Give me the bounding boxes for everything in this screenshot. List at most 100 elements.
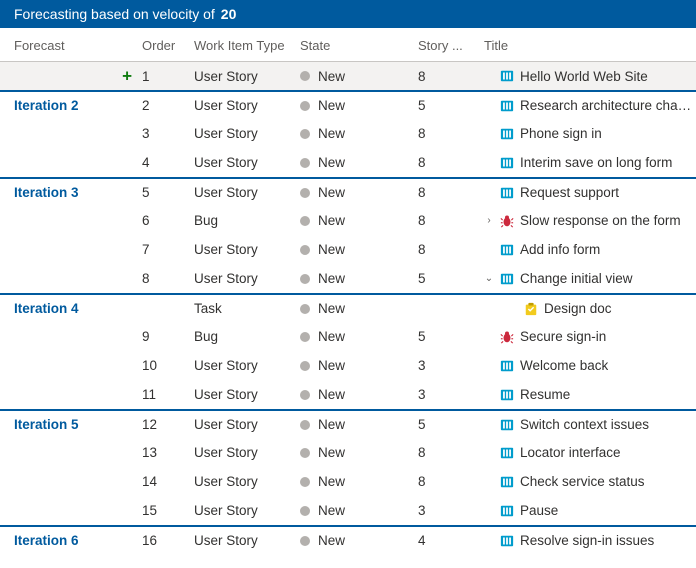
table-row[interactable]: 7User StoryNew8Add info form <box>0 235 696 264</box>
title-cell[interactable]: Request support <box>484 185 694 200</box>
table-row[interactable]: +1User StoryNew8Hello World Web Site <box>0 61 696 90</box>
table-row[interactable]: 9BugNew5Secure sign-in <box>0 322 696 351</box>
story-points-cell: 5 <box>418 329 484 344</box>
title-cell[interactable]: Check service status <box>484 474 694 489</box>
col-header-story[interactable]: Story ... <box>418 38 484 53</box>
type-cell: User Story <box>194 98 300 113</box>
title-cell[interactable]: Research architecture changes <box>484 98 694 113</box>
state-cell: New <box>300 301 418 316</box>
state-text: New <box>318 69 345 84</box>
table-row[interactable]: 6BugNew8›Slow response on the form <box>0 206 696 235</box>
state-text: New <box>318 474 345 489</box>
table-row[interactable]: Iteration 35User StoryNew8Request suppor… <box>0 177 696 206</box>
forecast-label: Iteration 4 <box>14 301 79 316</box>
work-item-title: Secure sign-in <box>520 329 606 344</box>
title-cell[interactable]: Locator interface <box>484 445 694 460</box>
type-cell: User Story <box>194 271 300 286</box>
title-cell[interactable]: Design doc <box>484 301 694 316</box>
title-cell[interactable]: Resolve sign-in issues <box>484 533 694 548</box>
story-icon <box>500 418 514 432</box>
table-row[interactable]: 3User StoryNew8Phone sign in <box>0 119 696 148</box>
work-item-title: Add info form <box>520 242 600 257</box>
state-dot-icon <box>300 274 310 284</box>
work-item-title: Design doc <box>544 301 612 316</box>
velocity-input[interactable] <box>221 6 261 22</box>
table-row[interactable]: 10User StoryNew3Welcome back <box>0 351 696 380</box>
title-cell[interactable]: Interim save on long form <box>484 155 694 170</box>
table-row[interactable]: Iteration 616User StoryNew4Resolve sign-… <box>0 525 696 554</box>
story-icon <box>500 127 514 141</box>
title-cell[interactable]: ›Slow response on the form <box>484 213 694 228</box>
order-cell: 4 <box>142 155 194 170</box>
title-cell[interactable]: Hello World Web Site <box>484 69 694 84</box>
title-cell[interactable]: Secure sign-in <box>484 329 694 344</box>
order-cell: 11 <box>142 387 194 402</box>
story-icon <box>500 99 514 113</box>
type-cell: User Story <box>194 185 300 200</box>
table-row[interactable]: 15User StoryNew3Pause <box>0 496 696 525</box>
bug-icon <box>500 330 514 344</box>
add-item-icon[interactable]: + <box>122 68 132 85</box>
state-dot-icon <box>300 304 310 314</box>
state-dot-icon <box>300 420 310 430</box>
grid-header: Forecast Order Work Item Type State Stor… <box>0 28 696 61</box>
state-cell: New <box>300 387 418 402</box>
story-icon <box>500 243 514 257</box>
table-row[interactable]: 14User StoryNew8Check service status <box>0 467 696 496</box>
work-item-title: Resolve sign-in issues <box>520 533 654 548</box>
state-text: New <box>318 98 345 113</box>
task-icon <box>524 302 538 316</box>
forecast-label: Iteration 6 <box>14 533 79 548</box>
state-dot-icon <box>300 506 310 516</box>
table-row[interactable]: 8User StoryNew5⌄Change initial view <box>0 264 696 293</box>
title-cell[interactable]: Resume <box>484 387 694 402</box>
title-cell[interactable]: Pause <box>484 503 694 518</box>
forecast-label: Iteration 2 <box>14 98 79 113</box>
story-icon <box>500 359 514 373</box>
state-cell: New <box>300 213 418 228</box>
state-dot-icon <box>300 188 310 198</box>
order-cell: 1 <box>142 69 194 84</box>
order-cell: 6 <box>142 213 194 228</box>
order-cell: 16 <box>142 533 194 548</box>
story-icon <box>500 69 514 83</box>
title-cell[interactable]: Add info form <box>484 242 694 257</box>
type-cell: User Story <box>194 69 300 84</box>
title-cell[interactable]: Welcome back <box>484 358 694 373</box>
table-row[interactable]: 13User StoryNew8Locator interface <box>0 438 696 467</box>
table-row[interactable]: Iteration 512User StoryNew5Switch contex… <box>0 409 696 438</box>
col-header-forecast[interactable]: Forecast <box>2 38 142 53</box>
story-points-cell: 8 <box>418 126 484 141</box>
story-icon <box>500 156 514 170</box>
type-cell: User Story <box>194 126 300 141</box>
state-text: New <box>318 503 345 518</box>
story-points-cell: 3 <box>418 503 484 518</box>
table-row[interactable]: 4User StoryNew8Interim save on long form <box>0 148 696 177</box>
forecast-cell: Iteration 5 <box>2 417 142 432</box>
title-cell[interactable]: Switch context issues <box>484 417 694 432</box>
col-header-order[interactable]: Order <box>142 38 194 53</box>
state-text: New <box>318 242 345 257</box>
state-cell: New <box>300 126 418 141</box>
table-row[interactable]: Iteration 4 TaskNew Design doc <box>0 293 696 322</box>
col-header-title[interactable]: Title <box>484 38 694 53</box>
chevron-right-icon[interactable]: › <box>484 215 494 226</box>
title-cell[interactable]: ⌄Change initial view <box>484 271 694 286</box>
col-header-type[interactable]: Work Item Type <box>194 38 300 53</box>
story-icon <box>500 534 514 548</box>
work-item-title: Phone sign in <box>520 126 602 141</box>
state-dot-icon <box>300 448 310 458</box>
state-text: New <box>318 329 345 344</box>
forecast-label: Iteration 5 <box>14 417 79 432</box>
table-row[interactable]: 11User StoryNew3Resume <box>0 380 696 409</box>
story-icon <box>500 272 514 286</box>
type-cell: Task <box>194 301 300 316</box>
state-cell: New <box>300 503 418 518</box>
work-item-title: Check service status <box>520 474 645 489</box>
chevron-down-icon[interactable]: ⌄ <box>484 273 494 284</box>
col-header-state[interactable]: State <box>300 38 418 53</box>
state-text: New <box>318 533 345 548</box>
state-dot-icon <box>300 71 310 81</box>
table-row[interactable]: Iteration 22User StoryNew5Research archi… <box>0 90 696 119</box>
title-cell[interactable]: Phone sign in <box>484 126 694 141</box>
